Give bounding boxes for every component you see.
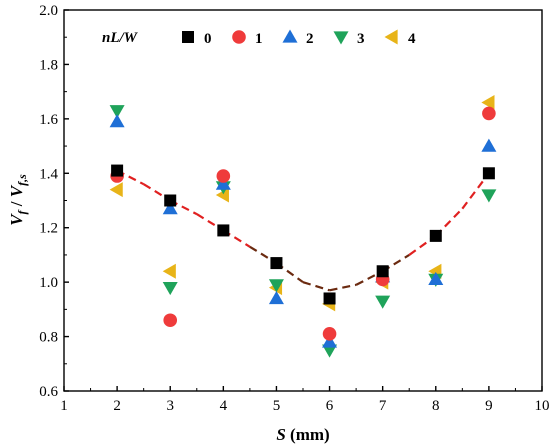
legend-label-series-1: 1 bbox=[255, 31, 263, 47]
legend-label-series-3: 3 bbox=[357, 31, 365, 47]
data-point-series-4 bbox=[481, 95, 495, 111]
y-axis-title: Vf / Vf,s bbox=[7, 174, 29, 226]
legend-label-series-2: 2 bbox=[306, 31, 314, 47]
trend-line-segment bbox=[461, 172, 490, 210]
legend: nL/W 0 1 2 3 4 bbox=[102, 29, 416, 47]
data-point-series-2 bbox=[215, 176, 231, 190]
data-point-series-2 bbox=[428, 271, 444, 286]
legend-marker-series-2 bbox=[282, 29, 298, 43]
x-tick-label: 9 bbox=[485, 398, 493, 414]
data-point-series-0 bbox=[482, 167, 495, 180]
y-tick-label: 1.0 bbox=[39, 275, 58, 291]
legend-label-series-0: 0 bbox=[204, 31, 212, 47]
data-point-series-3 bbox=[481, 189, 497, 203]
y-tick-label: 1.2 bbox=[39, 221, 58, 237]
legend-marker-series-1 bbox=[232, 30, 246, 44]
x-tick-label: 1 bbox=[60, 398, 68, 414]
data-point-series-0 bbox=[323, 292, 336, 305]
x-tick-label: 10 bbox=[535, 398, 550, 414]
data-point-series-4 bbox=[109, 182, 123, 198]
data-point-series-4 bbox=[215, 187, 229, 203]
x-tick-label: 6 bbox=[326, 398, 334, 414]
data-point-series-2 bbox=[162, 201, 178, 215]
legend-marker-series-4 bbox=[384, 29, 398, 45]
y-tick-label: 1.8 bbox=[39, 57, 58, 73]
y-tick-label: 0.6 bbox=[39, 384, 58, 400]
data-point-series-2 bbox=[268, 290, 284, 305]
data-point-series-1 bbox=[322, 327, 337, 341]
y-tick-label: 0.8 bbox=[39, 330, 58, 346]
data-point-series-4 bbox=[162, 263, 176, 279]
x-tick-label: 4 bbox=[220, 398, 228, 414]
data-point-series-0 bbox=[111, 164, 124, 177]
data-point-series-0 bbox=[270, 257, 283, 270]
trend-line-segment bbox=[143, 183, 171, 202]
data-point-series-0 bbox=[429, 229, 442, 242]
data-point-series-3 bbox=[268, 279, 284, 293]
data-point-series-2 bbox=[109, 114, 125, 128]
trend-line-segment bbox=[196, 213, 224, 232]
data-point-series-3 bbox=[322, 344, 338, 358]
legend-title: nL/W bbox=[102, 30, 139, 46]
x-tick-label: 2 bbox=[113, 398, 121, 414]
data-point-series-3 bbox=[375, 295, 391, 309]
legend-label-series-4: 4 bbox=[408, 31, 416, 47]
data-point-series-3 bbox=[109, 105, 125, 119]
data-point-series-1 bbox=[216, 169, 231, 183]
x-axis-title: S (mm) bbox=[276, 425, 329, 444]
y-tick-label: 1.4 bbox=[39, 166, 58, 182]
data-point-series-1 bbox=[482, 106, 496, 121]
x-tick-label: 3 bbox=[166, 398, 174, 414]
data-point-series-0 bbox=[376, 265, 389, 278]
data-point-series-2 bbox=[322, 334, 338, 348]
data-point-series-3 bbox=[162, 281, 178, 296]
y-tick-label: 2.0 bbox=[39, 3, 58, 19]
legend-marker-series-3 bbox=[333, 31, 349, 45]
trend-line-segment bbox=[302, 281, 330, 292]
data-point-series-0 bbox=[217, 224, 230, 237]
x-tick-label: 8 bbox=[432, 398, 440, 414]
legend-marker-series-0 bbox=[182, 31, 194, 43]
data-points-layer bbox=[109, 95, 497, 358]
data-point-series-1 bbox=[163, 313, 178, 328]
trend-line-segment bbox=[249, 245, 278, 265]
data-point-series-2 bbox=[481, 138, 497, 152]
trend-line-segment bbox=[329, 283, 357, 292]
x-tick-label: 7 bbox=[379, 398, 387, 414]
x-tick-label: 5 bbox=[273, 398, 281, 414]
y-tick-label: 1.6 bbox=[39, 112, 58, 128]
data-point-series-0 bbox=[164, 194, 177, 207]
trend-line-segment bbox=[355, 270, 384, 286]
axis-ticks-layer: 1 2 3 4 5 6 7 8 9 100.60.81.01.21.41.61.82.0 bbox=[39, 3, 549, 414]
